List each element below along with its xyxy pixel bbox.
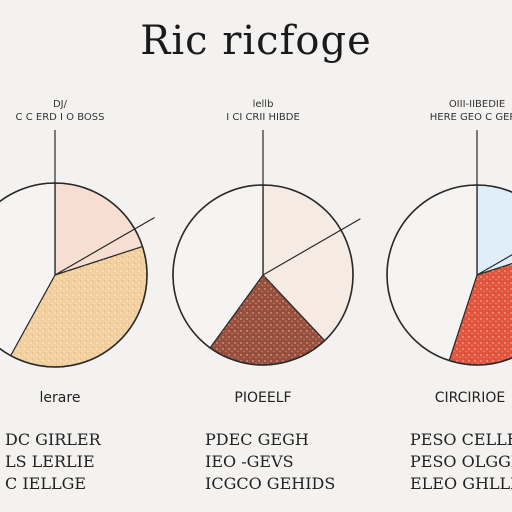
pie-2-slice-2-texture (210, 275, 325, 365)
pie-3-top-label-line-2: HERE GEO C GERO (429, 112, 512, 123)
pie-3-pointer-line (476, 254, 512, 276)
pie-1-slice-2-texture (10, 246, 147, 367)
pie-1-text-row-3: C IELLGE (5, 474, 87, 493)
pie-1-top-label: DJ/C C ERD I O BOSS (0, 98, 120, 124)
pie-3-text-row-2: PESO OLGGL (410, 452, 512, 471)
pie-1-text-row-1: DC GIRLER (5, 430, 101, 449)
pie-2-text-row-2: IEO -GEVS (205, 452, 294, 471)
pie-2-top-label: lellb I CI CRII HIBDE (203, 98, 323, 124)
pie-3-slice-1 (476, 184, 512, 276)
pie-3-top-label: OIII-IIBEDIE HERE GEO C GERO (417, 98, 512, 124)
pie-3-text-row-3: ELEO GHLLE (410, 474, 512, 493)
pie-2-top-label-line-2: I CI CRII HIBDE (226, 112, 300, 123)
pie-2-pointer-line (262, 218, 361, 276)
chart-title: Ric ricfoge (140, 18, 372, 64)
pie-2-bottom-label: PIOEELF (234, 390, 292, 406)
pie-2-text-row-1: PDEC GEGH (205, 430, 309, 449)
pie-2-text-row-3: ICGCO GEHIDS (205, 474, 336, 493)
pie-1-text-row-2: LS LERLIE (5, 452, 95, 471)
pie-1-pointer-line (54, 216, 155, 276)
pie-1-bottom-label: lerare (39, 390, 81, 406)
pie-3-bottom-label: CIRCIRIOE (434, 390, 506, 406)
pie-1-top-label-line-2: C C ERD I O BOSS (15, 112, 105, 123)
pie-1-top-label-line-1: DJ/ (52, 99, 68, 110)
pie-3-slice-2-texture (449, 263, 512, 365)
pie-3-top-label-line-1: OIII-IIBEDIE (448, 99, 506, 110)
pie-2-top-label-line-1: lellb (252, 99, 274, 110)
pie-3-text-row-1: PESO CELLE (410, 430, 512, 449)
